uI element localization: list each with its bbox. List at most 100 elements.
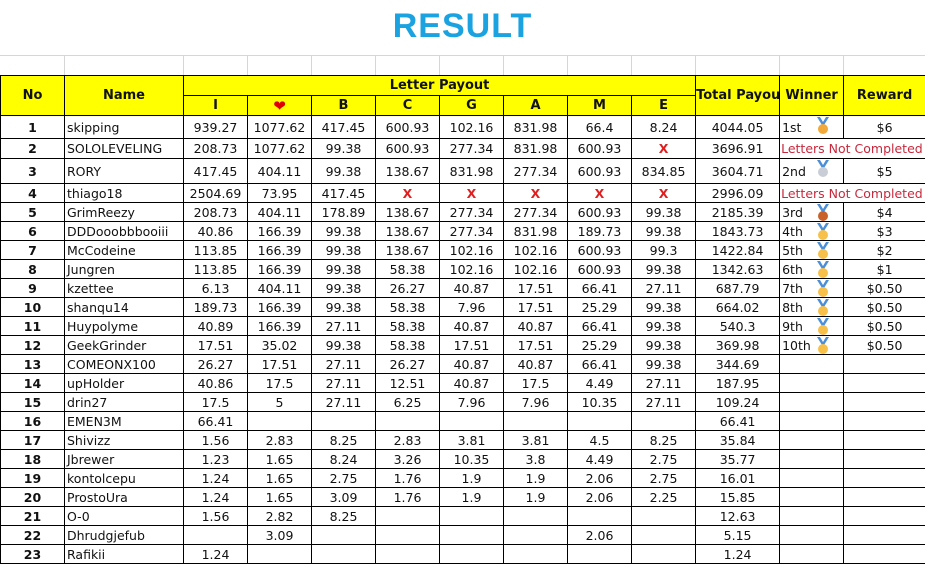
row-number: 22	[0, 525, 65, 545]
letter-payout-i: 40.89	[183, 316, 248, 336]
header-no: No	[0, 75, 65, 116]
letter-payout-c: 26.27	[375, 278, 440, 298]
header-letter-c: C	[375, 95, 440, 116]
gridline	[64, 56, 65, 76]
player-name: COMEONX100	[64, 354, 184, 374]
table-row: 19 kontolcepu 1.24 1.65 2.75 1.76 1.9 1.9 2.06 2.…	[0, 468, 925, 488]
letter-payout-g: 40.87	[439, 354, 504, 374]
letter-payout-c	[375, 525, 440, 545]
row-number: 3	[0, 158, 65, 184]
winner-rank	[779, 373, 845, 393]
header-letter-b: B	[311, 95, 376, 116]
player-name: Jbrewer	[64, 449, 184, 469]
gridline	[567, 56, 568, 76]
letter-payout-a: 40.87	[503, 354, 568, 374]
letter-payout-heart: 2.83	[247, 430, 312, 450]
letter-payout-a: 831.98	[503, 115, 568, 139]
winner-rank	[779, 468, 845, 488]
letter-payout-m: 66.41	[567, 316, 632, 336]
letter-payout-g: 40.87	[439, 316, 504, 336]
player-name: Shivizz	[64, 430, 184, 450]
row-number: 10	[0, 297, 65, 317]
table-row: 16 EMEN3M 66.41 66.41	[0, 411, 925, 431]
letter-payout-g: 277.34	[439, 138, 504, 159]
letter-payout-a: 17.51	[503, 278, 568, 298]
total-payout: 1422.84	[695, 240, 781, 260]
letter-payout-m: 2.06	[567, 525, 632, 545]
letter-payout-heart: 1077.62	[247, 138, 312, 159]
rank-label: 8th	[782, 299, 803, 315]
letter-payout-i: 1.56	[183, 506, 248, 526]
table-row: 23 Rafikii 1.24 1.24	[0, 544, 925, 564]
total-payout: 5.15	[695, 525, 781, 545]
letter-payout-c: 26.27	[375, 354, 440, 374]
table-row: 17 Shivizz 1.56 2.83 8.25 2.83 3.81 3.81 4.5 8.25…	[0, 430, 925, 450]
letter-payout-b	[311, 544, 376, 564]
letter-payout-heart: 166.39	[247, 316, 312, 336]
table-row: 10 shanqu14 189.73 166.39 99.38 58.38 7.96 17.5…	[0, 297, 925, 317]
letter-payout-c: 58.38	[375, 297, 440, 317]
total-payout: 540.3	[695, 316, 781, 336]
total-payout: 4044.05	[695, 115, 781, 139]
medal-icon	[816, 261, 830, 278]
rank-label: 10th	[782, 337, 811, 353]
letter-payout-g: 1.9	[439, 468, 504, 488]
letter-payout-heart: 1.65	[247, 449, 312, 469]
letter-payout-i: 40.86	[183, 221, 248, 241]
total-payout: 16.01	[695, 468, 781, 488]
reward: $5	[843, 158, 925, 184]
letter-payout-e: 99.38	[630, 335, 697, 355]
letter-payout-c: 600.93	[375, 115, 440, 139]
heart-icon: ❤	[273, 96, 286, 115]
winner-rank: 8th	[779, 297, 845, 317]
letter-payout-a: 17.51	[503, 335, 568, 355]
letter-payout-c: 12.51	[375, 373, 440, 393]
letter-payout-i: 208.73	[183, 202, 248, 222]
letter-payout-a: 40.87	[503, 316, 568, 336]
row-number: 12	[0, 335, 65, 355]
winner-rank	[779, 525, 845, 545]
winner-rank: 1st	[779, 115, 845, 139]
medal-icon	[816, 160, 830, 178]
letter-payout-i: 40.86	[183, 373, 248, 393]
letter-payout-b: 3.09	[311, 487, 376, 507]
letter-payout-m: 2.06	[567, 468, 632, 488]
letter-payout-b	[311, 411, 376, 431]
total-payout: 35.77	[695, 449, 781, 469]
rank-label: 9th	[782, 318, 803, 334]
letter-payout-c: 1.76	[375, 487, 440, 507]
player-name: RORY	[64, 158, 184, 184]
winner-rank	[779, 354, 845, 374]
letter-payout-b: 417.45	[311, 183, 376, 203]
winner-rank: 9th	[779, 316, 845, 336]
reward	[843, 544, 925, 564]
table-row: 6 DDDooobbbooiii 40.86 166.39 99.38 138.67 277…	[0, 221, 925, 241]
letter-payout-heart: 404.11	[247, 202, 312, 222]
rank-label: 5th	[782, 242, 803, 258]
letter-payout-b	[311, 525, 376, 545]
letter-payout-m: 4.49	[567, 449, 632, 469]
missing-letter-mark: X	[439, 183, 504, 203]
table-row: 1 skipping 939.27 1077.62 417.45 600.93 102.16…	[0, 115, 925, 139]
letter-payout-e	[630, 506, 697, 526]
reward	[843, 392, 925, 412]
letter-payout-b: 417.45	[311, 115, 376, 139]
letter-payout-m	[567, 411, 632, 431]
gridline	[439, 56, 440, 76]
winner-rank: 4th	[779, 221, 845, 241]
reward: $0.50	[843, 278, 925, 298]
letter-payout-m: 10.35	[567, 392, 632, 412]
results-table: No Name Letter Payout Total Payout Winne…	[0, 75, 925, 564]
gridline	[779, 56, 780, 76]
letter-payout-g: 17.51	[439, 335, 504, 355]
letter-payout-e: 99.38	[630, 221, 697, 241]
letter-payout-g	[439, 544, 504, 564]
total-payout: 1.24	[695, 544, 781, 564]
header-letter-a: A	[503, 95, 568, 116]
letter-payout-c	[375, 544, 440, 564]
letter-payout-e: 2.75	[630, 449, 697, 469]
letter-payout-heart: 404.11	[247, 278, 312, 298]
page-title: RESULT	[392, 7, 533, 45]
letter-payout-g: 10.35	[439, 449, 504, 469]
letter-payout-m: 66.41	[567, 354, 632, 374]
